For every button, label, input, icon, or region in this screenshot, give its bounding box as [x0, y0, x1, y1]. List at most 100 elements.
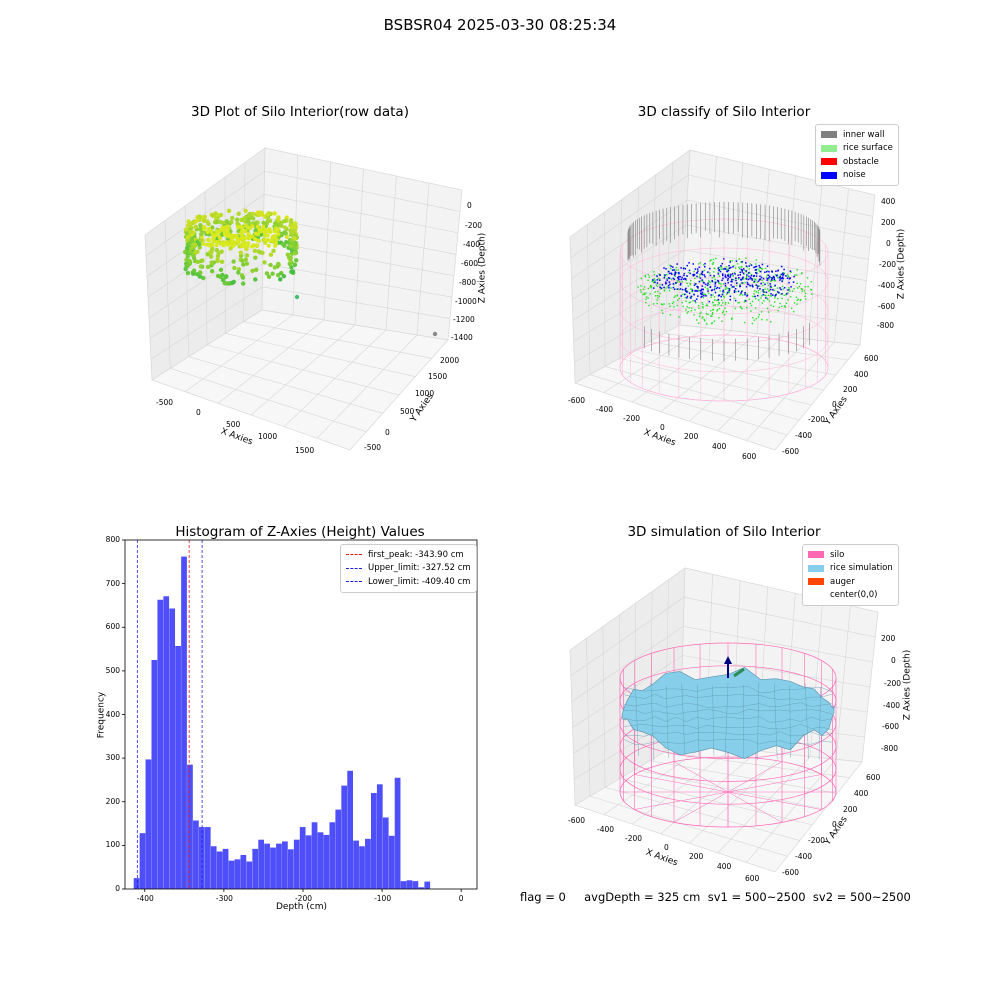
- histogram-bar: [293, 839, 300, 889]
- rice-surface-point: [717, 271, 719, 274]
- noise-point: [787, 289, 789, 291]
- noise-point: [766, 279, 768, 281]
- noise-point: [785, 275, 787, 277]
- rice-surface-point: [649, 284, 652, 287]
- rice-surface-point: [645, 298, 647, 300]
- point-cloud-dot: [184, 246, 190, 251]
- panel1-ytick-5: 2000: [440, 356, 460, 365]
- rice-surface-point: [670, 278, 673, 280]
- rice-surface-point: [721, 268, 724, 270]
- rice-surface-point: [794, 274, 796, 276]
- legend-swatch-noise: [821, 171, 837, 179]
- mesh-line: [774, 683, 778, 759]
- noise-point: [778, 292, 780, 294]
- point-cloud-dot: [262, 237, 267, 242]
- grid-line: [589, 795, 788, 857]
- noise-point: [714, 283, 717, 285]
- noise-point: [735, 277, 737, 280]
- grid-line: [685, 224, 869, 260]
- point-cloud-dot: [209, 229, 214, 234]
- rice-surface-point: [666, 286, 669, 288]
- rice-surface-point: [735, 290, 737, 293]
- rice-surface-point: [727, 267, 730, 270]
- noise-point: [673, 278, 675, 281]
- rice-surface-point: [640, 285, 642, 287]
- point-cloud-dot: [292, 262, 298, 268]
- noise-point: [666, 279, 668, 281]
- noise-point: [759, 266, 761, 269]
- grid-line: [586, 224, 591, 375]
- rice-surface-point: [787, 292, 789, 294]
- noise-point: [751, 284, 754, 286]
- panel2-3d-axes: [569, 149, 876, 451]
- noise-point: [676, 288, 679, 290]
- rice-surface-point: [761, 267, 763, 270]
- rice-surface-point: [743, 269, 746, 272]
- noise-point: [665, 282, 667, 285]
- point-cloud-dot: [246, 236, 251, 241]
- rice-surface-point: [755, 291, 758, 293]
- rice-surface-point: [763, 299, 765, 302]
- noise-point: [728, 267, 731, 269]
- point-cloud-dot: [215, 273, 221, 279]
- panel4-ztick-2: -200: [884, 679, 902, 688]
- point-cloud-dot: [207, 226, 212, 231]
- rice-surface-point: [713, 296, 716, 298]
- rice-surface-point: [752, 317, 754, 319]
- noise-point: [679, 284, 682, 286]
- noise-point: [785, 293, 788, 295]
- noise-point: [692, 273, 694, 276]
- noise-point: [700, 296, 702, 298]
- point-cloud-dot: [275, 227, 280, 232]
- noise-point: [704, 275, 706, 278]
- point-cloud-dot: [273, 242, 278, 247]
- noise-point: [695, 298, 698, 300]
- rice-surface-point: [676, 304, 679, 307]
- panel2-ztick-5: -600: [878, 302, 896, 311]
- point-cloud-dot: [191, 253, 196, 258]
- histogram-bar: [187, 764, 193, 889]
- noise-point: [722, 290, 724, 293]
- rice-surface-point: [668, 303, 670, 305]
- histogram-bar: [258, 839, 265, 889]
- histogram-bar: [365, 838, 371, 889]
- panel3-histogram: [122, 539, 478, 892]
- rice-surface-point: [714, 304, 717, 306]
- noise-point: [745, 265, 748, 267]
- rice-surface-point: [699, 274, 701, 276]
- rice-surface-point: [739, 283, 741, 286]
- point-cloud-dot: [224, 240, 229, 245]
- silo-floor-spoke: [727, 791, 822, 810]
- rice-surface-point: [703, 320, 706, 322]
- noise-point: [755, 275, 758, 277]
- histogram-bar: [359, 846, 365, 889]
- grid-line: [731, 162, 744, 331]
- noise-point: [700, 273, 703, 275]
- noise-point: [684, 277, 686, 280]
- rice-surface-point: [653, 274, 656, 276]
- panel4-xtick-1: -400: [597, 825, 615, 834]
- rice-surface-point: [749, 302, 752, 305]
- noise-point: [686, 295, 689, 298]
- noise-point: [762, 289, 764, 291]
- noise-point: [656, 279, 659, 281]
- rice-surface-point: [694, 282, 696, 285]
- noise-point: [688, 262, 690, 264]
- rice-surface-point: [725, 301, 727, 304]
- panel3-title: Histogram of Z-Axies (Height) Values: [175, 524, 425, 540]
- legend-label-obstacle: obstacle: [843, 156, 879, 167]
- rice-surface-point: [774, 297, 776, 299]
- rice-surface-point: [686, 282, 688, 285]
- rice-surface-point: [681, 301, 683, 304]
- histogram-bar: [323, 834, 330, 889]
- rice-surface-point: [746, 293, 748, 295]
- noise-point: [714, 281, 717, 284]
- noise-point: [683, 293, 686, 296]
- point-cloud-dot: [192, 242, 198, 247]
- rice-surface-point: [670, 267, 672, 270]
- noise-point: [771, 271, 774, 273]
- point-cloud-dot: [184, 250, 190, 256]
- rice-surface-point: [712, 261, 715, 264]
- point-cloud-dot: [210, 213, 216, 218]
- rice-surface-point: [637, 286, 639, 288]
